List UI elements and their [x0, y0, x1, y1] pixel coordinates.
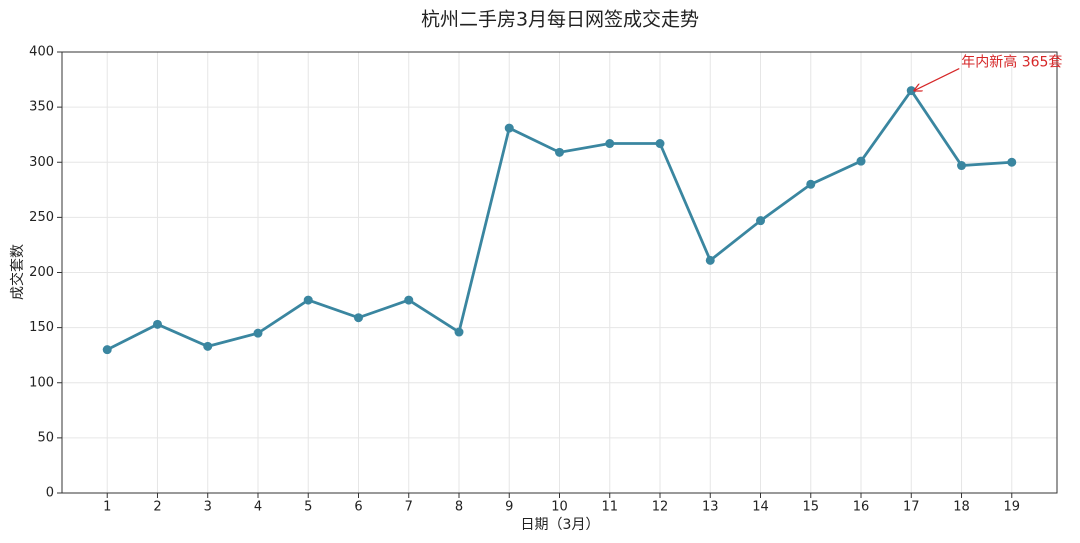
x-tick-label: 15 [802, 500, 819, 515]
y-axis-label: 成交套数 [9, 244, 26, 300]
data-point [152, 319, 162, 329]
plot-frame [61, 51, 1058, 494]
y-tick-label: 0 [46, 486, 54, 501]
x-tick-label: 13 [702, 500, 719, 515]
x-tick-label: 11 [601, 500, 618, 515]
data-point [353, 313, 363, 323]
x-tick-label: 10 [551, 500, 568, 515]
data-point [1007, 157, 1017, 167]
y-tick-label: 50 [37, 430, 54, 445]
x-tick-label: 5 [304, 500, 312, 515]
x-tick-label: 16 [853, 500, 870, 515]
data-point [253, 328, 263, 338]
y-tick-label: 100 [29, 375, 54, 390]
x-tick-label: 9 [505, 500, 513, 515]
y-tick-label: 150 [29, 320, 54, 335]
x-axis-label: 日期（3月） [521, 517, 600, 533]
data-point [856, 156, 866, 166]
data-point [504, 123, 514, 133]
data-point [555, 147, 564, 157]
x-tick-label: 17 [903, 500, 920, 515]
x-tick-label: 2 [153, 500, 161, 515]
x-tick-label: 1 [103, 500, 111, 515]
y-tick-label: 400 [29, 45, 54, 60]
data-point [404, 295, 414, 305]
data-point [655, 139, 665, 149]
x-tick-label: 12 [652, 500, 669, 515]
annotation-arrow [914, 68, 960, 91]
x-tick-label: 3 [204, 500, 212, 515]
x-tick-label: 19 [1003, 500, 1020, 515]
data-point [454, 327, 464, 337]
data-point [102, 345, 112, 355]
data-point [756, 216, 766, 226]
x-tick-label: 14 [752, 500, 769, 515]
chart-title: 杭州二手房3月每日网签成交走势 [421, 9, 699, 31]
data-point [605, 139, 615, 149]
x-tick-label: 18 [953, 500, 970, 515]
x-tick-label: 8 [455, 500, 463, 515]
y-tick-label: 300 [29, 155, 54, 170]
x-tick-label: 6 [354, 500, 362, 515]
data-point [957, 161, 967, 171]
y-tick-label: 200 [29, 265, 54, 280]
data-point [303, 295, 313, 305]
y-tick-label: 250 [29, 210, 54, 225]
x-tick-label: 4 [254, 500, 262, 515]
annotation: 年内新高 365套 [961, 54, 1062, 71]
y-tick-label: 350 [29, 100, 54, 115]
data-point [203, 341, 213, 351]
data-point [806, 179, 816, 189]
data-point [705, 255, 715, 265]
x-tick-label: 7 [405, 500, 413, 515]
